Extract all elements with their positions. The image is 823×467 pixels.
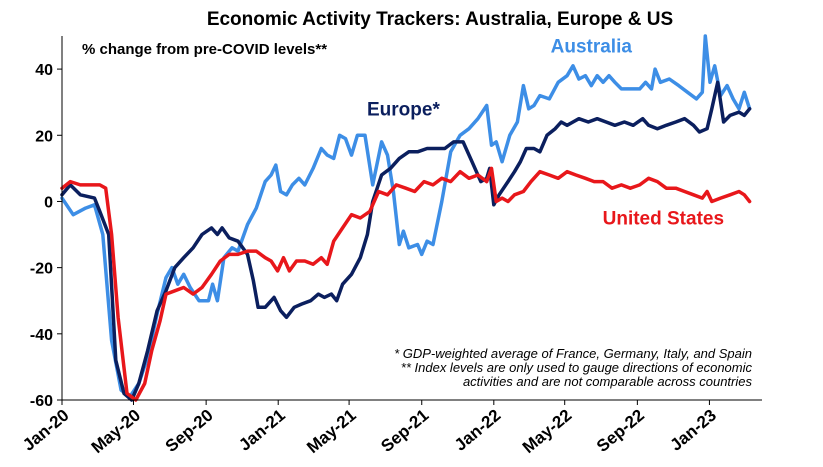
x-axis: Jan-20 May-20 Sep-20 Jan-21 May-21 Sep-21 Jan-… (19, 399, 762, 458)
y-tick-label: -20 (30, 261, 53, 278)
chart-note-1: * GDP-weighted average of France, German… (394, 346, 752, 361)
x-tick-label: May-21 (303, 406, 359, 458)
series-layer (60, 34, 752, 402)
x-tick-label: May-20 (88, 406, 144, 458)
chart-note-2: ** Index levels are only used to gauge d… (401, 360, 753, 375)
series-line-australia (60, 34, 752, 399)
x-tick-label: Sep-22 (593, 406, 648, 456)
y-tick-label: 20 (35, 128, 53, 145)
chart-subtitle: % change from pre-COVID levels** (82, 41, 327, 58)
series-label-europe: Europe* (367, 99, 440, 120)
x-tick-label: May-22 (519, 406, 575, 458)
series-line-europe (60, 80, 752, 402)
x-tick-label: Jan-22 (451, 406, 504, 455)
series-label-united-states: United States (603, 209, 724, 230)
x-tick-label: Sep-20 (162, 406, 217, 456)
series-label-australia: Australia (551, 37, 633, 58)
chart-notes: * GDP-weighted average of France, German… (394, 346, 752, 389)
y-tick-label: -60 (30, 393, 53, 410)
x-tick-label: Jan-20 (19, 406, 72, 455)
chart-note-3: activities and are not comparable across… (463, 374, 753, 389)
series-labels: Australia Europe* United States (367, 37, 724, 230)
y-tick-label: 40 (35, 62, 53, 79)
y-tick-label: 0 (44, 194, 53, 211)
plot-area: % change from pre-COVID levels** Austral… (60, 34, 752, 402)
x-tick-label: Jan-21 (235, 406, 288, 455)
x-tick-label: Jan-23 (667, 406, 720, 455)
chart-title: Economic Activity Trackers: Australia, E… (207, 9, 673, 30)
y-tick-label: -40 (30, 327, 53, 344)
y-axis: 40 20 0 -20 -40 -60 (30, 36, 63, 410)
series-line-united-states (60, 166, 752, 402)
x-tick-label: Sep-21 (377, 406, 432, 456)
